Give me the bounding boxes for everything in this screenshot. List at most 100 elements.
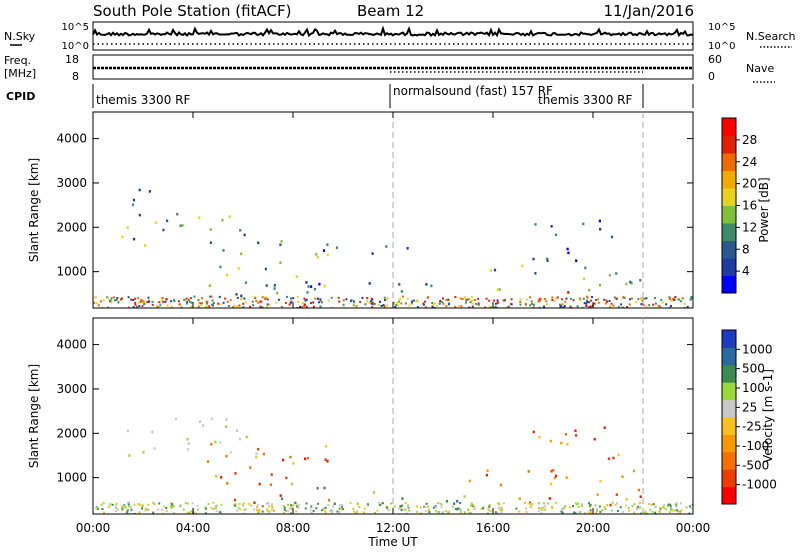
ground-scatter-cell	[141, 304, 144, 307]
echo-cell	[206, 460, 210, 463]
ground-scatter-cell	[96, 507, 99, 510]
echo-cell	[550, 225, 553, 228]
ground-scatter-cell	[533, 303, 535, 306]
ground-scatter-cell	[482, 507, 485, 510]
freq-left-tick-top: 18	[65, 53, 79, 66]
ground-scatter-cell	[343, 306, 346, 308]
ground-scatter-cell	[198, 301, 201, 304]
ground-scatter-cell	[648, 503, 651, 505]
echo-cell	[598, 283, 602, 287]
ground-scatter-cell	[266, 298, 269, 301]
noise-right-tick-top: 10^5	[708, 22, 735, 33]
ground-scatter-cell	[352, 507, 355, 510]
echo-cell	[615, 493, 618, 496]
ground-scatter-cell	[252, 508, 255, 511]
echo-cell	[639, 495, 642, 498]
ground-scatter-cell	[205, 302, 208, 305]
ground-scatter-cell	[578, 511, 581, 514]
ground-scatter-cell	[585, 305, 588, 307]
ground-scatter-cell	[271, 505, 274, 508]
ground-scatter-cell	[678, 512, 681, 514]
echo-cell	[415, 299, 418, 303]
ground-scatter-cell	[327, 504, 330, 506]
ground-scatter-cell	[561, 303, 564, 306]
ground-scatter-cell	[289, 301, 292, 304]
echo-cell	[215, 474, 218, 478]
ground-scatter-cell	[603, 298, 606, 301]
echo-cell	[456, 499, 459, 503]
ground-scatter-cell	[583, 302, 586, 305]
ground-scatter-cell	[543, 297, 546, 300]
echo-cell	[126, 429, 129, 433]
echo-cell	[564, 433, 567, 436]
ground-scatter-cell	[611, 501, 614, 504]
ground-scatter-cell	[617, 306, 620, 308]
ground-scatter-cell	[563, 506, 566, 509]
ground-scatter-cell	[643, 511, 646, 514]
ground-scatter-cell	[537, 510, 540, 513]
echo-cell	[566, 247, 569, 251]
ground-scatter-cell	[577, 502, 580, 505]
ground-scatter-cell	[610, 302, 613, 305]
ground-scatter-cell	[669, 503, 672, 506]
ground-scatter-cell	[639, 505, 642, 508]
ground-scatter-cell	[587, 511, 590, 514]
ground-scatter-cell	[256, 506, 258, 509]
ground-scatter-cell	[561, 511, 564, 514]
ground-scatter-cell	[538, 507, 541, 510]
ground-scatter-cell	[393, 505, 396, 508]
ground-scatter-cell	[652, 303, 655, 306]
ground-scatter-cell	[669, 297, 671, 300]
ground-scatter-cell	[386, 296, 389, 299]
ground-scatter-cell	[538, 300, 541, 303]
freq-left-tick-bottom: 8	[72, 70, 79, 83]
ground-scatter-cell	[407, 508, 410, 510]
ground-scatter-cell	[442, 302, 445, 305]
ground-scatter-cell	[543, 502, 546, 505]
ground-scatter-cell	[171, 506, 174, 509]
echo-cell	[622, 296, 625, 299]
ground-scatter-cell	[574, 512, 577, 514]
ground-scatter-cell	[539, 507, 542, 510]
x-axis-ticks: 00:00 04:00 08:00 12:00 16:00 20:00 00:00	[76, 112, 710, 535]
ground-scatter-cell	[482, 505, 485, 508]
colorbar-swatch	[722, 486, 736, 505]
ground-scatter-cell	[447, 298, 450, 301]
ground-scatter-cell	[584, 512, 587, 514]
ground-scatter-cell	[488, 504, 491, 506]
ground-scatter-cell	[496, 299, 499, 302]
ground-scatter-cell	[393, 302, 396, 305]
echo-cell	[226, 482, 229, 485]
echo-cell	[240, 294, 243, 298]
ground-scatter-cell	[201, 297, 203, 300]
echo-cell	[306, 291, 309, 294]
power-panel-frame	[92, 111, 694, 309]
ground-scatter-cell	[573, 511, 576, 514]
ground-scatter-cell	[664, 508, 667, 511]
ground-scatter-cell	[137, 301, 140, 304]
ground-scatter-cell	[641, 299, 644, 302]
ground-scatter-cell	[428, 511, 431, 514]
ground-scatter-cell	[268, 510, 271, 513]
ground-scatter-cell	[286, 295, 288, 298]
ground-scatter-cell	[524, 507, 527, 510]
echo-cell	[307, 285, 310, 288]
ground-scatter-cell	[330, 296, 333, 299]
ground-scatter-cell	[555, 297, 558, 300]
ground-scatter-cell	[591, 296, 593, 298]
echo-cell	[181, 224, 184, 227]
ground-scatter-cell	[204, 512, 207, 514]
ground-scatter-cell	[461, 298, 464, 300]
ground-scatter-cell	[423, 300, 426, 303]
ground-scatter-cell	[498, 503, 500, 506]
ground-scatter-cell	[562, 507, 565, 510]
echo-cell	[279, 243, 282, 246]
ground-scatter-cell	[480, 507, 483, 510]
ground-scatter-cell	[243, 508, 246, 511]
ground-scatter-cell	[185, 300, 187, 302]
ground-scatter-cell	[166, 304, 169, 307]
ground-scatter-cell	[575, 503, 578, 506]
echo-cell	[625, 498, 628, 501]
echo-cell	[554, 474, 558, 478]
ground-scatter-cell	[378, 503, 381, 506]
